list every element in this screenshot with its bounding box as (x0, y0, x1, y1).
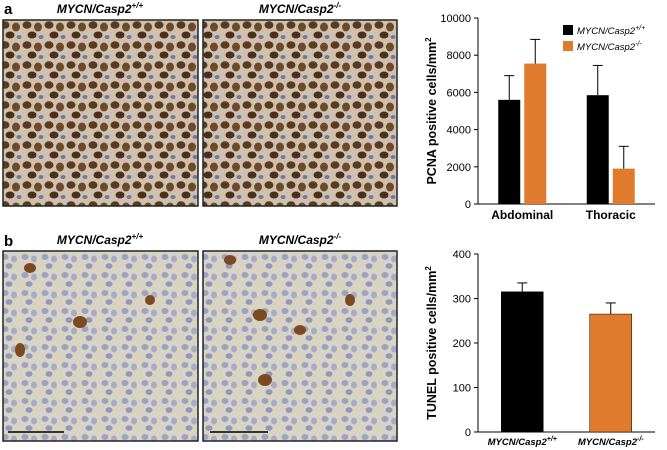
image-title: MYCN/Casp2-/- (259, 232, 342, 247)
title-superscript: +/+ (132, 232, 144, 241)
title-text: MYCN/Casp2 (259, 233, 334, 247)
title-superscript: -/- (334, 1, 342, 10)
y-tick-label: 400 (453, 249, 471, 261)
y-label-superscript: 2 (424, 266, 433, 271)
bar (498, 99, 521, 204)
y-tick-label: 300 (453, 294, 471, 306)
category-superscript: +/+ (547, 436, 557, 443)
legend-label: MYCN/Casp2-/- (577, 41, 642, 53)
bar (501, 291, 544, 433)
legend-superscript: -/- (635, 41, 642, 48)
legend-swatch (563, 41, 573, 51)
y-axis-label: PCNA positive cells/mm2 (424, 37, 439, 185)
legend-text: MYCN/Casp2 (577, 26, 636, 37)
y-label-text: TUNEL positive cells/mm (425, 271, 439, 420)
legend-superscript: +/+ (635, 25, 645, 32)
category-text: MYCN/Casp2 (578, 437, 638, 448)
bar (589, 313, 632, 433)
micrograph (202, 250, 398, 442)
y-label-text: PCNA positive cells/mm (425, 42, 439, 185)
panel-label: b (4, 233, 13, 250)
title-text: MYCN/Casp2 (259, 2, 334, 16)
image-title: MYCN/Casp2+/+ (57, 232, 144, 247)
bar (586, 95, 609, 204)
y-tick-label: 8000 (447, 50, 471, 62)
y-tick-label: 100 (453, 383, 471, 395)
category-superscript: -/- (637, 436, 644, 443)
x-tick-label: Abdominal (491, 208, 553, 222)
panel-label: a (4, 1, 13, 18)
y-tick-label: 4000 (447, 125, 471, 137)
y-axis-label: TUNEL positive cells/mm2 (424, 266, 439, 420)
legend-label: MYCN/Casp2+/+ (577, 25, 645, 37)
y-tick-label: 0 (465, 427, 471, 439)
micrograph (202, 19, 398, 207)
legend-swatch (563, 25, 573, 35)
x-tick-label: Thoracic (586, 208, 636, 222)
y-label-superscript: 2 (424, 37, 433, 42)
micrograph (2, 19, 199, 207)
category-text: MYCN/Casp2 (488, 437, 548, 448)
y-tick-label: 0 (465, 199, 471, 211)
y-tick-label: 2000 (447, 162, 471, 174)
title-text: MYCN/Casp2 (57, 2, 132, 16)
image-title: MYCN/Casp2-/- (259, 1, 342, 16)
y-tick-label: 6000 (447, 87, 471, 99)
y-tick-label: 200 (453, 338, 471, 350)
legend-text: MYCN/Casp2 (577, 42, 636, 53)
title-text: MYCN/Casp2 (57, 233, 132, 247)
x-tick-label: MYCN/Casp2-/- (578, 436, 644, 448)
micrograph (2, 250, 199, 442)
bar (524, 63, 547, 204)
image-title: MYCN/Casp2+/+ (57, 1, 144, 16)
x-tick-label: MYCN/Casp2+/+ (488, 436, 557, 448)
title-superscript: -/- (334, 232, 342, 241)
stained-cells (15, 255, 355, 386)
y-tick-label: 10000 (440, 13, 471, 25)
title-superscript: +/+ (132, 1, 144, 10)
bar (612, 168, 635, 204)
